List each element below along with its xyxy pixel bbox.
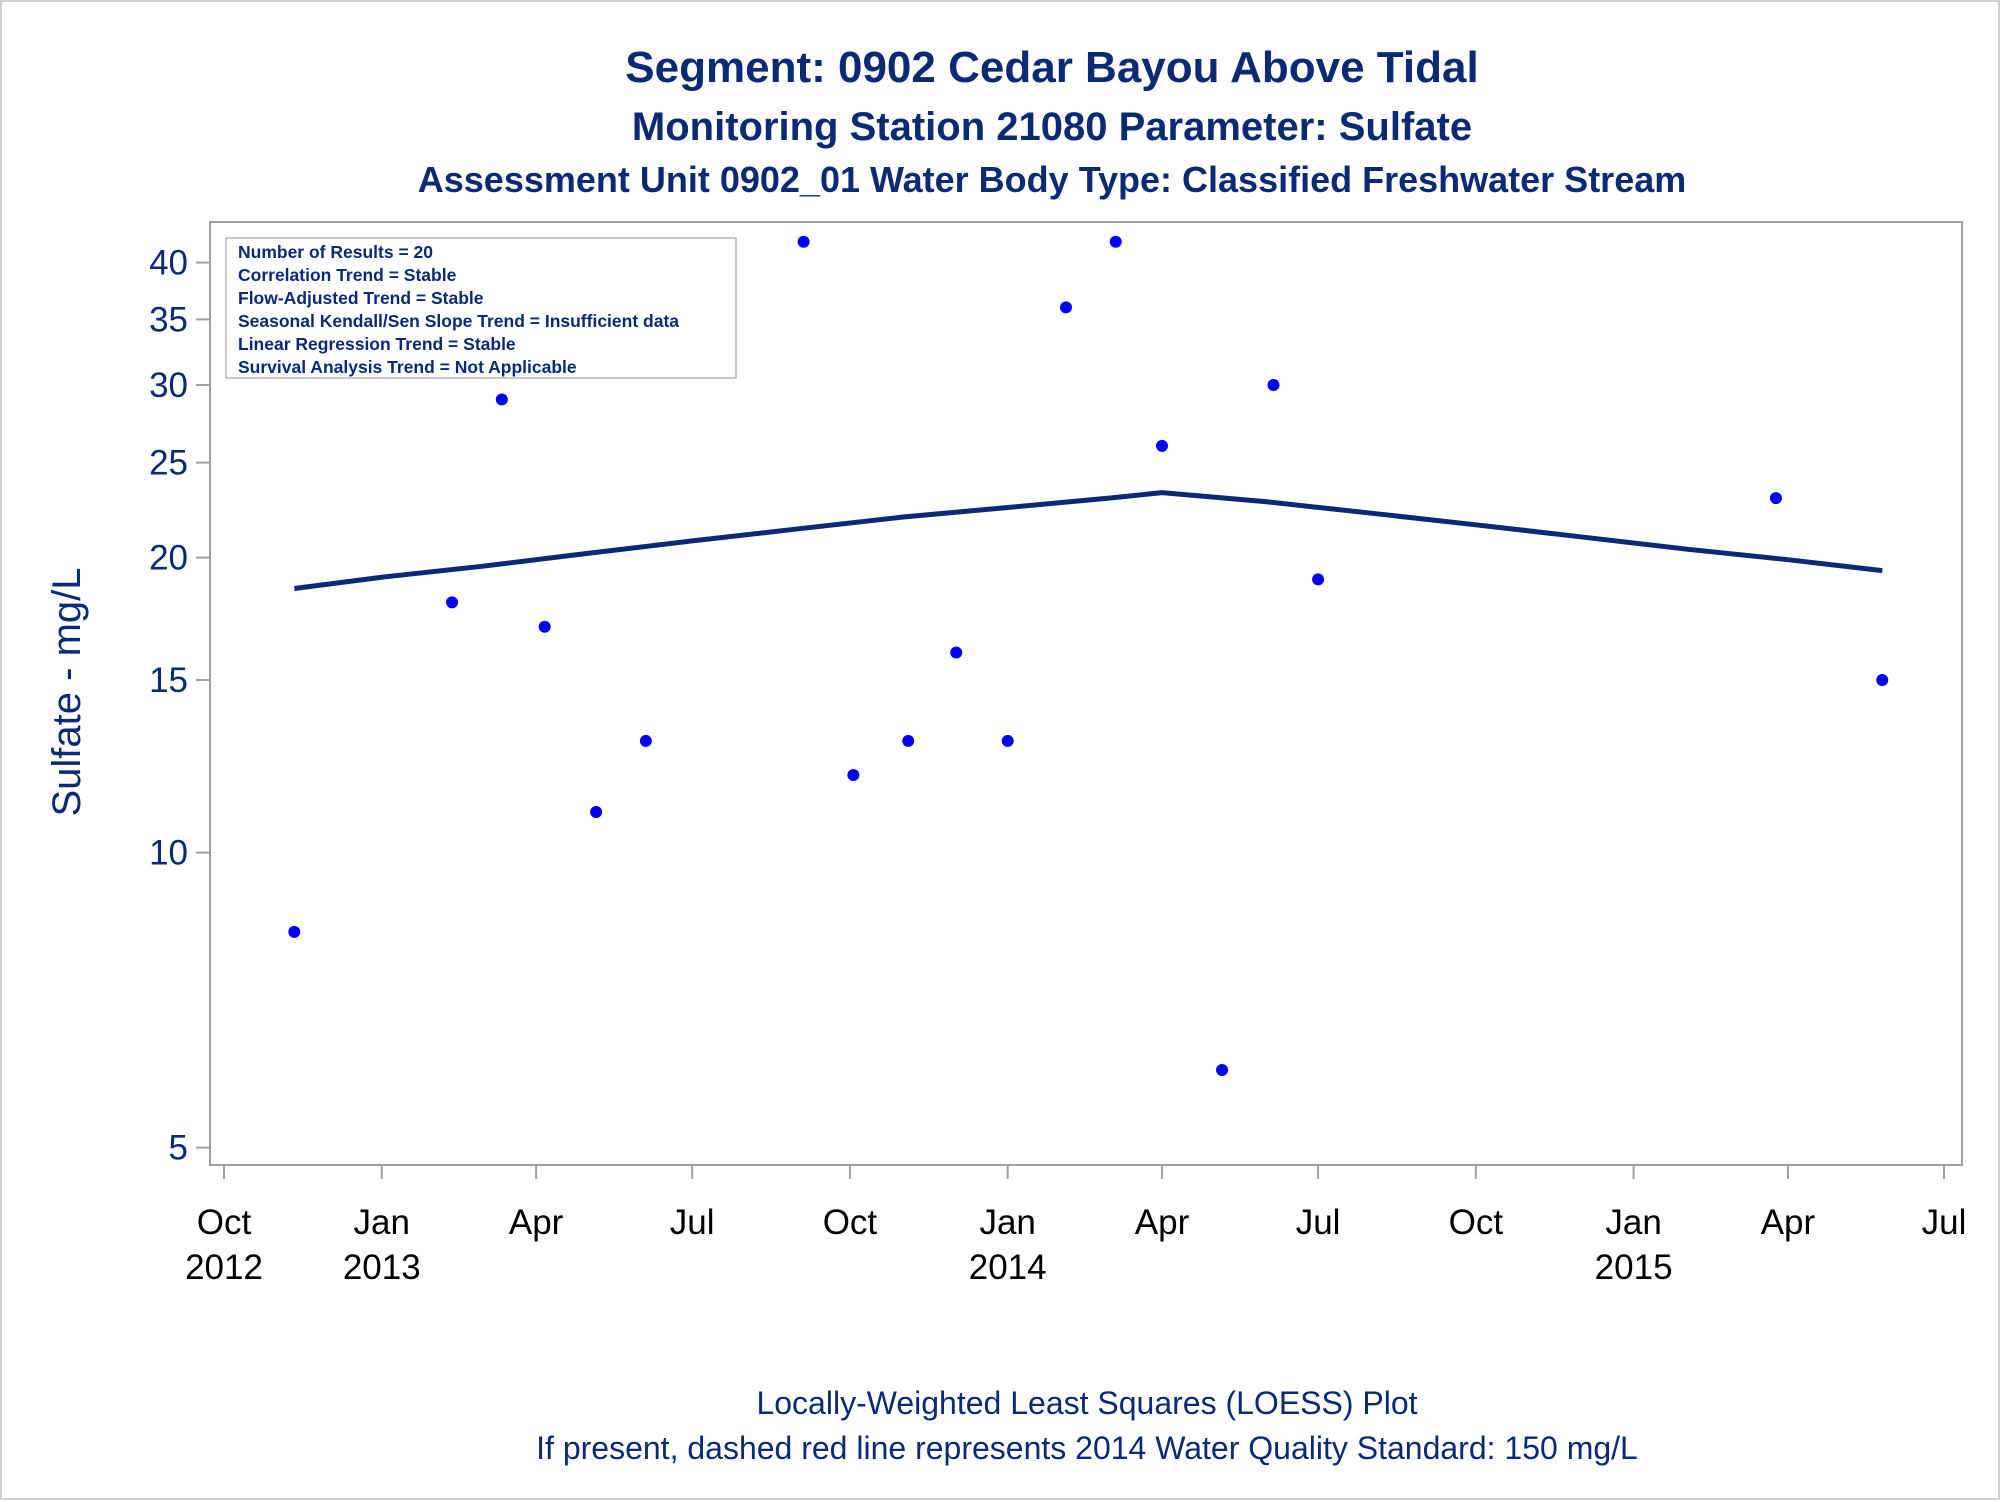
data-point bbox=[1109, 235, 1122, 248]
y-tick-label: 35 bbox=[149, 300, 188, 339]
data-point bbox=[1267, 379, 1280, 392]
data-point bbox=[288, 925, 301, 938]
x-tick-label: Oct bbox=[197, 1203, 252, 1242]
x-tick-label: Oct bbox=[823, 1203, 878, 1242]
loess-line bbox=[293, 490, 1883, 591]
data-point bbox=[1876, 674, 1889, 687]
y-tick-label: 15 bbox=[149, 661, 188, 700]
data-point bbox=[1769, 492, 1782, 505]
footnote-loess: Locally-Weighted Least Squares (LOESS) P… bbox=[756, 1385, 1417, 1421]
x-tick-label: Oct bbox=[1449, 1203, 1504, 1242]
inset-line-linear-regression: Linear Regression Trend = Stable bbox=[238, 334, 516, 354]
inset-line-seasonal-kendall: Seasonal Kendall/Sen Slope Trend = Insuf… bbox=[238, 311, 679, 331]
x-tick-label: Jul bbox=[1296, 1203, 1341, 1242]
plot-area bbox=[209, 221, 1963, 1166]
y-tick-label: 5 bbox=[169, 1129, 188, 1168]
y-tick-label: 30 bbox=[149, 366, 188, 405]
y-tick-label: 40 bbox=[149, 244, 188, 283]
x-tick-year-label: 2013 bbox=[343, 1248, 421, 1287]
x-tick-label: Apr bbox=[509, 1203, 564, 1242]
data-point bbox=[590, 806, 603, 819]
data-point bbox=[1001, 734, 1014, 747]
data-point bbox=[538, 620, 551, 633]
data-point bbox=[847, 769, 860, 782]
x-tick-year-label: 2014 bbox=[969, 1248, 1047, 1287]
data-point bbox=[1156, 439, 1169, 452]
x-tick-label: Jan bbox=[354, 1203, 410, 1242]
inset-line-survival: Survival Analysis Trend = Not Applicable bbox=[238, 357, 577, 377]
x-tick-label: Jul bbox=[670, 1203, 715, 1242]
data-point bbox=[1216, 1064, 1229, 1077]
footnote-standard: If present, dashed red line represents 2… bbox=[536, 1430, 1638, 1466]
chart-subtitle: Monitoring Station 21080 Parameter: Sulf… bbox=[632, 105, 1472, 149]
data-point bbox=[495, 393, 508, 406]
x-tick-year-label: 2012 bbox=[185, 1248, 263, 1287]
inset-line-results: Number of Results = 20 bbox=[238, 242, 433, 262]
y-axis-label: Sulfate - mg/L bbox=[45, 567, 89, 816]
chart-subtitle-2: Assessment Unit 0902_01 Water Body Type:… bbox=[418, 159, 1687, 200]
y-tick-label: 20 bbox=[149, 539, 188, 578]
y-axis: 5 10 15 20 25 30 35 40 bbox=[149, 244, 210, 1168]
x-axis: Oct 2012 Jan 2013 Apr Jul Oct Jan 2014 Apr Jul Oct J… bbox=[185, 1165, 1966, 1287]
data-point bbox=[950, 646, 963, 659]
y-tick-label: 10 bbox=[149, 834, 188, 873]
data-point bbox=[797, 235, 810, 248]
inset-line-flow-adjusted: Flow-Adjusted Trend = Stable bbox=[238, 288, 484, 308]
x-tick-label: Jul bbox=[1922, 1203, 1967, 1242]
trend-inset-box bbox=[225, 237, 737, 379]
data-point bbox=[639, 734, 652, 747]
x-tick-year-label: 2015 bbox=[1595, 1248, 1673, 1287]
data-point bbox=[446, 596, 459, 609]
data-point bbox=[902, 734, 915, 747]
chart-title: Segment: 0902 Cedar Bayou Above Tidal bbox=[625, 43, 1478, 92]
y-tick-label: 25 bbox=[149, 444, 188, 483]
x-tick-label: Jan bbox=[1605, 1203, 1661, 1242]
x-tick-label: Apr bbox=[1761, 1203, 1816, 1242]
data-point bbox=[1059, 301, 1072, 314]
x-tick-label: Apr bbox=[1135, 1203, 1190, 1242]
inset-line-correlation: Correlation Trend = Stable bbox=[238, 265, 457, 285]
trend-inset: Number of Results = 20 Correlation Trend… bbox=[225, 237, 737, 379]
data-point bbox=[1312, 573, 1325, 586]
loess-layer bbox=[293, 490, 1883, 591]
x-tick-label: Jan bbox=[979, 1203, 1035, 1242]
